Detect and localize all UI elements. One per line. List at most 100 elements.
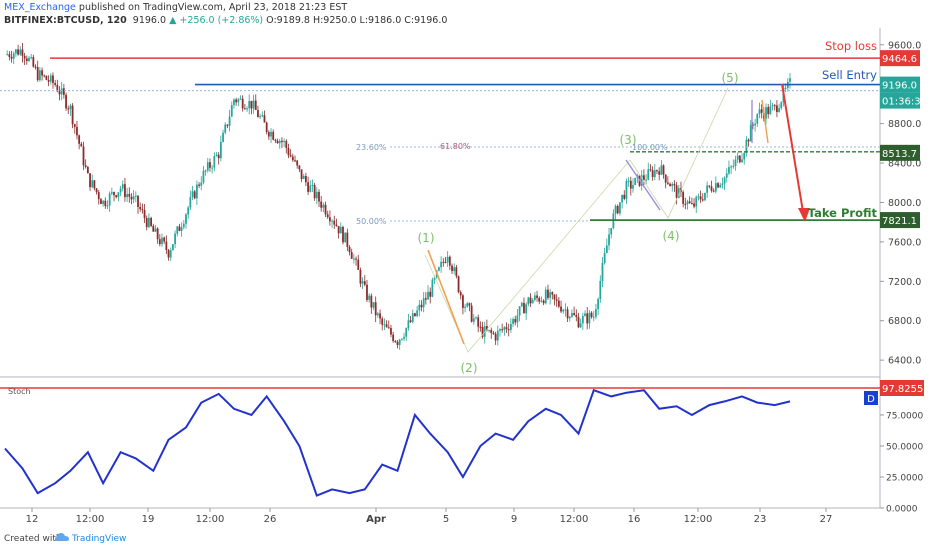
candle-body bbox=[614, 205, 617, 214]
candle-body bbox=[121, 184, 124, 189]
candle-body bbox=[25, 58, 28, 62]
candle-body bbox=[128, 194, 131, 197]
candle-body bbox=[335, 224, 338, 227]
candle-body bbox=[230, 105, 233, 117]
candle-body bbox=[475, 317, 477, 319]
candle-body bbox=[765, 107, 767, 119]
candle-body bbox=[91, 180, 94, 188]
candle-body bbox=[736, 155, 739, 160]
candle-body bbox=[239, 98, 242, 100]
candle-body bbox=[311, 184, 314, 186]
candle-body bbox=[67, 108, 70, 110]
candle-body bbox=[416, 310, 419, 317]
candle-body bbox=[704, 192, 706, 201]
candle-body bbox=[429, 291, 432, 297]
candle-body bbox=[778, 108, 780, 112]
candle-body bbox=[656, 170, 658, 172]
candle-body bbox=[17, 49, 19, 55]
candle-body bbox=[141, 209, 144, 211]
candle-body bbox=[233, 99, 235, 106]
candle-body bbox=[126, 194, 129, 198]
candle-body bbox=[581, 316, 584, 324]
candle-body bbox=[603, 253, 606, 263]
candle-body bbox=[719, 184, 722, 188]
candle-body bbox=[601, 262, 604, 281]
purple-arrow bbox=[625, 159, 661, 211]
candle-body bbox=[712, 190, 715, 192]
wave-label: (4) bbox=[663, 229, 680, 243]
candle-body bbox=[47, 79, 50, 82]
candle-body bbox=[60, 88, 63, 95]
author-link[interactable]: MEX_Exchange bbox=[4, 2, 76, 13]
candle-body bbox=[568, 316, 571, 319]
candle-body bbox=[250, 100, 253, 109]
candle-body bbox=[163, 237, 166, 242]
candle-body bbox=[573, 313, 576, 316]
time-tick-label: Apr bbox=[366, 514, 386, 525]
candle-body bbox=[427, 291, 429, 300]
candle-body bbox=[243, 108, 246, 110]
candle-body bbox=[38, 70, 41, 81]
candle-body bbox=[486, 326, 488, 331]
candle-body bbox=[73, 124, 76, 127]
candle-body bbox=[137, 195, 139, 207]
projection-arrowhead bbox=[798, 208, 810, 222]
candle-body bbox=[30, 57, 33, 59]
candle-body bbox=[383, 324, 386, 326]
candle-body bbox=[431, 279, 434, 297]
candle-body bbox=[595, 309, 597, 317]
candle-body bbox=[110, 192, 113, 194]
candle-body bbox=[632, 184, 634, 189]
candle-body bbox=[756, 113, 759, 124]
time-tick-label: 23 bbox=[754, 514, 767, 525]
candle-body bbox=[610, 228, 613, 235]
candle-body bbox=[741, 159, 743, 163]
candle-body bbox=[754, 123, 757, 126]
price-tick-label: 8000.0 bbox=[888, 198, 921, 209]
price-change: +256.0 (+2.86%) bbox=[179, 15, 264, 26]
time-tick-label: 12:00 bbox=[196, 514, 225, 525]
candle-body bbox=[15, 49, 17, 54]
candle-body bbox=[23, 55, 26, 59]
candle-body bbox=[82, 146, 85, 166]
candle-body bbox=[769, 106, 772, 115]
candle-body bbox=[274, 139, 277, 141]
support-tag: 8513.7 bbox=[882, 149, 917, 160]
price-chart[interactable]: 9600.0 8800.0 8400.0 8000.0 7600.0 7200.0 6800… bbox=[0, 0, 932, 528]
candle-body bbox=[599, 280, 602, 300]
candle-body bbox=[313, 184, 316, 199]
candle-body bbox=[472, 318, 475, 322]
candle-body bbox=[488, 329, 490, 331]
candle-body bbox=[496, 330, 499, 341]
sell-entry-label: Sell Entry bbox=[822, 68, 877, 82]
candle-body bbox=[252, 100, 255, 109]
tradingview-brand[interactable]: TradingView bbox=[72, 534, 127, 544]
candle-body bbox=[71, 105, 74, 125]
candle-body bbox=[651, 170, 654, 178]
stoch-tick-label: 50.0000 bbox=[886, 443, 923, 453]
candle-body bbox=[390, 328, 392, 335]
candle-body bbox=[732, 165, 735, 167]
stoch-legend-badge-bg bbox=[864, 391, 878, 405]
candle-body bbox=[634, 177, 637, 185]
candle-body bbox=[366, 284, 368, 300]
candle-body bbox=[728, 167, 730, 174]
candle-body bbox=[331, 220, 333, 222]
candle-body bbox=[41, 70, 43, 76]
candle-body bbox=[130, 196, 133, 200]
candle-body bbox=[749, 124, 752, 142]
candle-body bbox=[329, 217, 331, 222]
candle-body bbox=[745, 139, 748, 153]
candle-body bbox=[400, 338, 403, 340]
candle-body bbox=[686, 201, 689, 205]
candle-body bbox=[10, 56, 13, 59]
candle-body bbox=[248, 100, 251, 109]
publish-line: MEX_Exchange published on TradingView.co… bbox=[4, 2, 347, 13]
candle-body bbox=[257, 109, 259, 118]
candle-body bbox=[706, 185, 709, 193]
time-tick-label: 12:00 bbox=[684, 514, 713, 525]
candle-body bbox=[767, 107, 770, 115]
candle-body bbox=[246, 108, 248, 110]
candle-body bbox=[499, 329, 501, 331]
candle-body bbox=[608, 234, 610, 246]
